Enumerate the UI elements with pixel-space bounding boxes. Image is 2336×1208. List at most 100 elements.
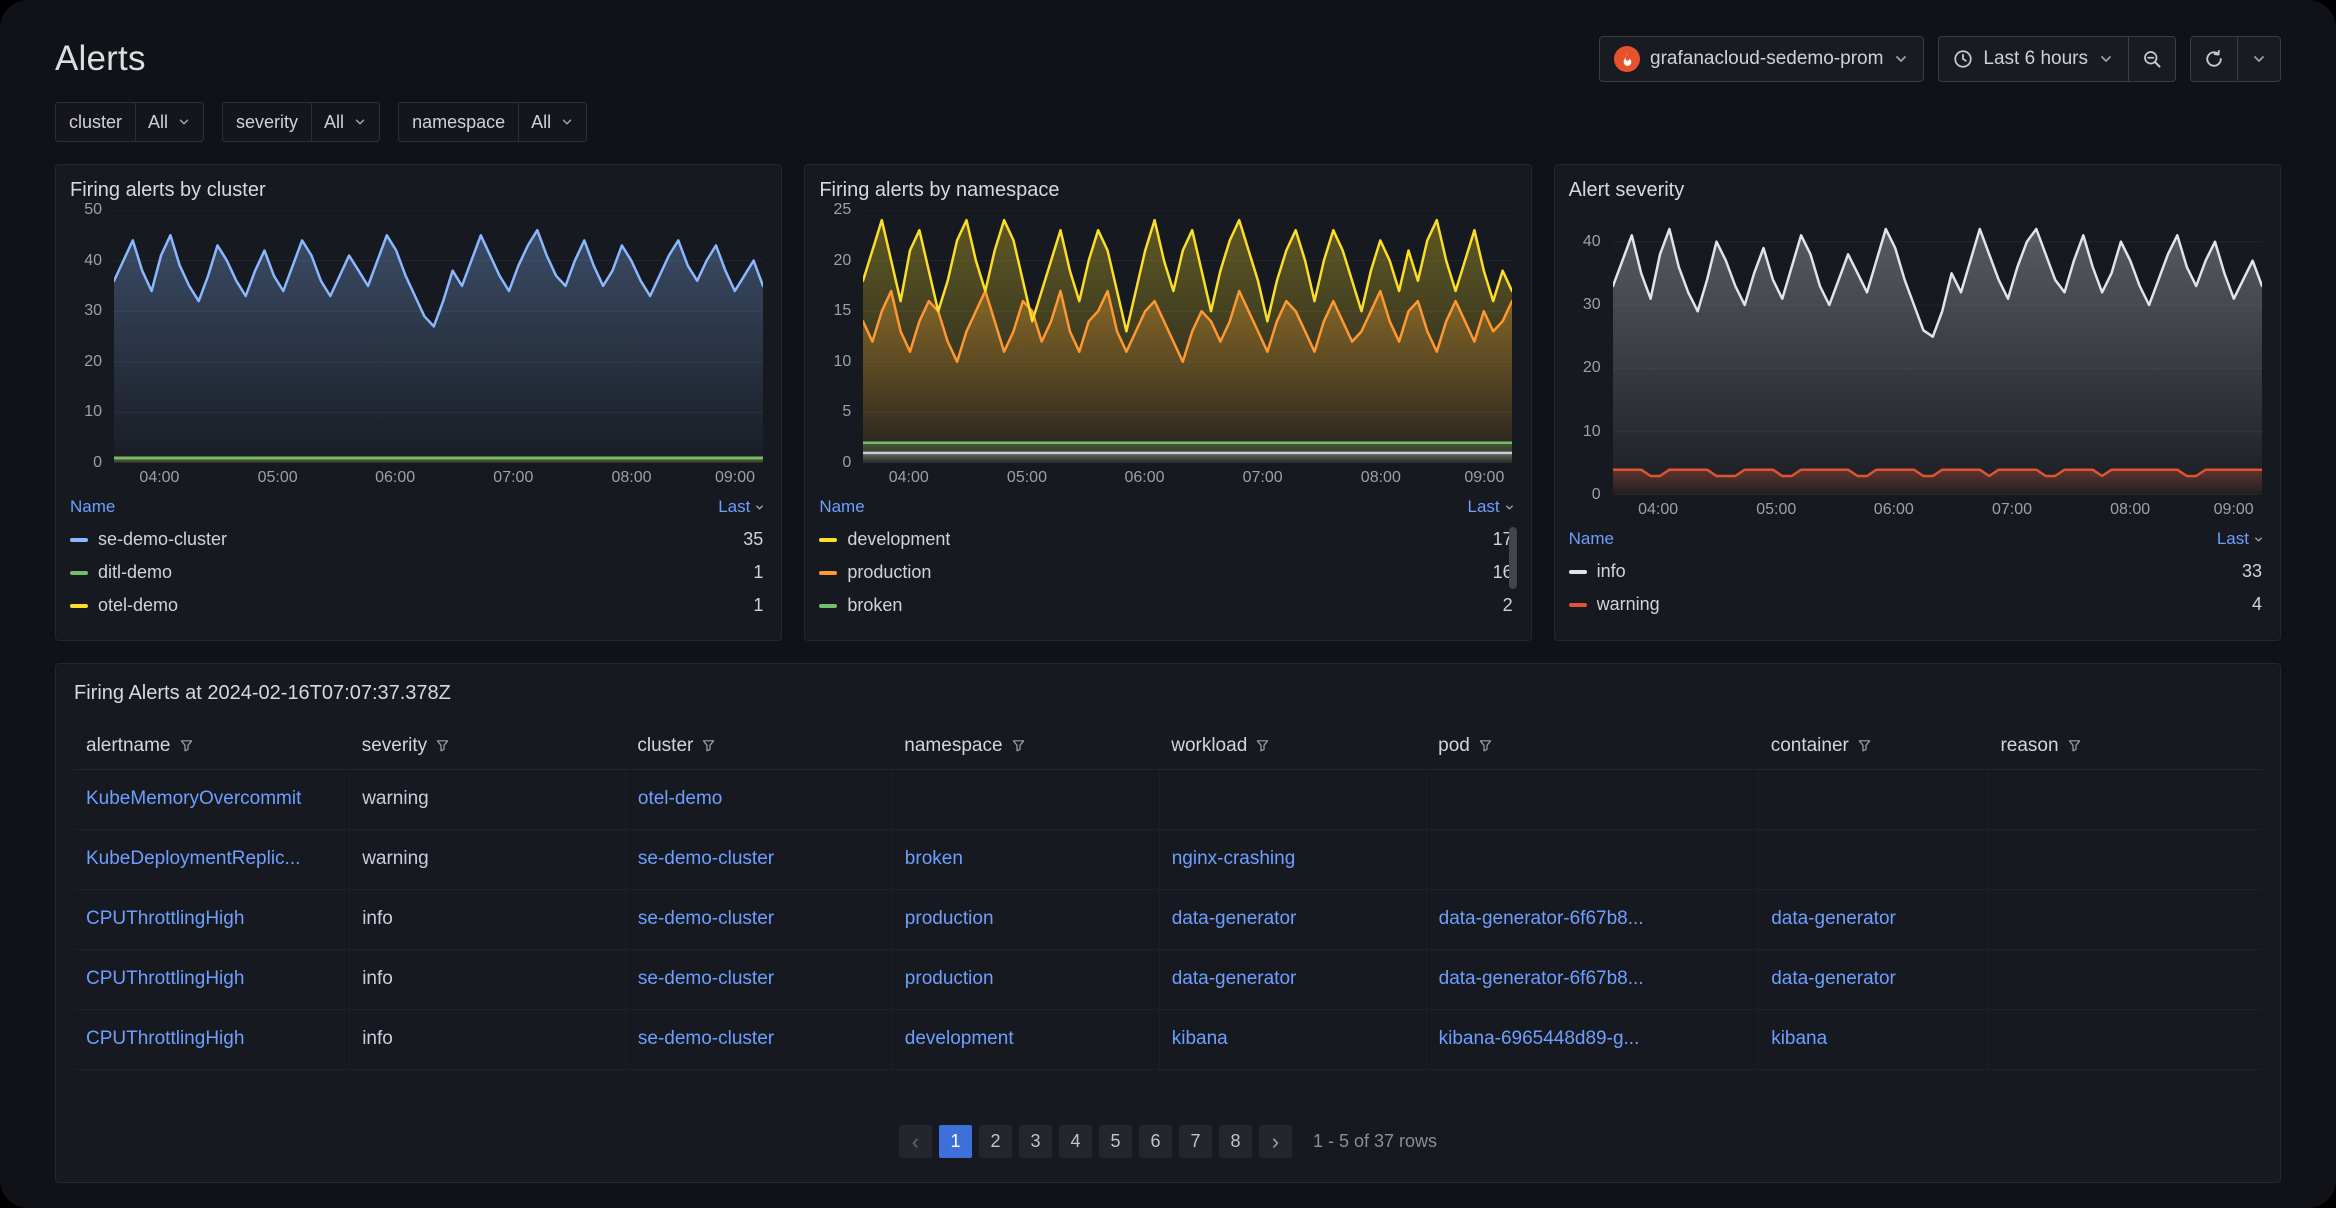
legend-sort-name[interactable]: Name — [1568, 529, 1615, 548]
page-button-4[interactable]: 4 — [1058, 1125, 1092, 1158]
cell-link[interactable]: production — [892, 889, 1160, 950]
page-button-6[interactable]: 6 — [1138, 1125, 1172, 1158]
filter-icon[interactable] — [1478, 738, 1493, 753]
filter-icon[interactable] — [701, 738, 716, 753]
cell-link[interactable]: data-generator — [1159, 889, 1427, 950]
legend-item[interactable]: warning 4 — [1568, 588, 2266, 621]
column-header-label: severity — [361, 734, 428, 756]
series-name[interactable]: warning — [1596, 594, 1660, 614]
column-header-container[interactable]: container — [1758, 723, 1989, 770]
x-axis-label: 06:00 — [375, 469, 416, 486]
legend-sort-last[interactable]: Last — [718, 497, 765, 517]
variable-filters: cluster All severity All namespace All — [55, 102, 2281, 142]
cell-link[interactable]: data-generator-6f67b8... — [1426, 889, 1760, 950]
column-header-label: container — [1770, 734, 1849, 756]
cell-link[interactable]: otel-demo — [625, 769, 893, 830]
refresh-interval-dropdown[interactable] — [2238, 36, 2281, 82]
legend-item[interactable]: otel-demo 1 — [70, 589, 767, 622]
previous-page-button[interactable]: ‹ — [898, 1125, 932, 1158]
series-name[interactable]: development — [847, 529, 951, 549]
y-axis-label: 40 — [1582, 232, 1601, 250]
cell-link[interactable]: se-demo-cluster — [625, 829, 893, 890]
filter-value-dropdown[interactable]: All — [135, 103, 203, 141]
legend-sort-name[interactable]: Name — [70, 497, 116, 516]
column-header-pod[interactable]: pod — [1426, 723, 1759, 770]
legend-sort-last[interactable]: Last — [2217, 529, 2264, 549]
series-last-value: 2 — [1502, 595, 1513, 615]
page-button-7[interactable]: 7 — [1178, 1125, 1212, 1158]
cell-link[interactable]: broken — [892, 829, 1160, 890]
series-name[interactable]: se-demo-cluster — [98, 529, 228, 549]
cell-link[interactable]: KubeMemoryOvercommit — [74, 769, 351, 830]
filter-icon[interactable] — [1255, 738, 1270, 753]
series-name[interactable]: production — [847, 562, 932, 582]
time-range-picker[interactable]: Last 6 hours — [1938, 36, 2129, 82]
cell-link[interactable]: KubeDeploymentReplic... — [74, 829, 351, 890]
cell-link[interactable]: CPUThrottlingHigh — [74, 889, 351, 950]
cell-link[interactable]: data-generator-6f67b8... — [1426, 949, 1760, 1010]
filter-severity[interactable]: severity All — [222, 102, 381, 142]
page-button-1[interactable]: 1 — [938, 1125, 972, 1158]
series-name[interactable]: otel-demo — [98, 595, 179, 615]
series-name[interactable]: broken — [847, 595, 903, 615]
filter-namespace[interactable]: namespace All — [398, 102, 588, 142]
series-name[interactable]: info — [1596, 561, 1626, 581]
cell-link[interactable]: data-generator — [1758, 889, 1989, 950]
chart-plot-area[interactable] — [863, 210, 1513, 463]
chart-plot-area[interactable] — [1612, 210, 2262, 495]
filter-icon[interactable] — [1011, 738, 1026, 753]
cell-link[interactable]: CPUThrottlingHigh — [74, 1009, 351, 1070]
refresh-button[interactable] — [2190, 36, 2238, 82]
cell-link[interactable]: nginx-crashing — [1159, 829, 1427, 890]
panel-firing-alerts-by-cluster: Firing alerts by cluster 0 10 20 30 40 50 04:… — [55, 164, 783, 641]
legend-item[interactable]: info 33 — [1568, 555, 2266, 588]
cell-link[interactable]: data-generator — [1758, 949, 1989, 1010]
column-header-alertname[interactable]: alertname — [74, 723, 350, 770]
cell-link[interactable]: kibana-6965448d89-g... — [1426, 1009, 1760, 1070]
chart-plot-area[interactable] — [114, 210, 763, 463]
filter-cluster[interactable]: cluster All — [55, 102, 205, 142]
legend-item[interactable]: broken 2 — [819, 589, 1516, 622]
legend-item[interactable]: se-demo-cluster 35 — [70, 523, 767, 556]
column-header-severity[interactable]: severity — [349, 723, 626, 770]
filter-value-dropdown[interactable]: All — [311, 103, 379, 141]
legend-sort-last[interactable]: Last — [1468, 497, 1515, 517]
chevron-down-icon — [562, 119, 572, 125]
page-button-5[interactable]: 5 — [1098, 1125, 1132, 1158]
cell-link[interactable]: CPUThrottlingHigh — [74, 949, 351, 1010]
cell-link[interactable]: kibana — [1159, 1009, 1427, 1070]
cell-link[interactable]: data-generator — [1159, 949, 1427, 1010]
filter-icon[interactable] — [1857, 738, 1872, 753]
filter-icon[interactable] — [2067, 738, 2082, 753]
legend-item[interactable]: development 17 — [819, 523, 1516, 556]
filter-value-dropdown[interactable]: All — [518, 103, 586, 141]
legend-scrollbar[interactable] — [1508, 527, 1517, 589]
cell-link[interactable]: se-demo-cluster — [625, 1009, 893, 1070]
table-panel-title: Firing Alerts at 2024-02-16T07:07:37.378… — [74, 682, 451, 704]
filter-icon[interactable] — [435, 738, 450, 753]
legend-item[interactable]: ditl-demo 1 — [70, 556, 767, 589]
column-header-workload[interactable]: workload — [1159, 723, 1427, 770]
column-header-cluster[interactable]: cluster — [625, 723, 893, 770]
filter-icon[interactable] — [179, 738, 194, 753]
y-axis-label: 0 — [842, 454, 852, 471]
cell-link[interactable]: development — [892, 1009, 1160, 1070]
page-button-2[interactable]: 2 — [978, 1125, 1012, 1158]
zoom-out-button[interactable] — [2129, 36, 2176, 82]
column-header-reason[interactable]: reason — [1988, 723, 2262, 770]
panel-firing-alerts-table: Firing Alerts at 2024-02-16T07:07:37.378… — [55, 663, 2281, 1183]
page-button-8[interactable]: 8 — [1218, 1125, 1252, 1158]
next-page-button[interactable]: › — [1258, 1125, 1292, 1158]
legend-sort-name[interactable]: Name — [819, 497, 865, 516]
cell-link[interactable]: production — [892, 949, 1160, 1010]
datasource-picker[interactable]: grafanacloud-sedemo-prom — [1599, 36, 1925, 82]
column-header-namespace[interactable]: namespace — [892, 723, 1160, 770]
legend-item[interactable]: ditl-demo-prod1 — [819, 622, 1516, 628]
legend-item[interactable]: production 16 — [819, 556, 1516, 589]
cell-link[interactable]: kibana — [1758, 1009, 1989, 1070]
cell-link[interactable]: se-demo-cluster — [625, 889, 893, 950]
cell-link[interactable]: se-demo-cluster — [625, 949, 893, 1010]
series-name[interactable]: ditl-demo — [98, 562, 173, 582]
y-axis-label: 10 — [833, 352, 852, 370]
page-button-3[interactable]: 3 — [1018, 1125, 1052, 1158]
